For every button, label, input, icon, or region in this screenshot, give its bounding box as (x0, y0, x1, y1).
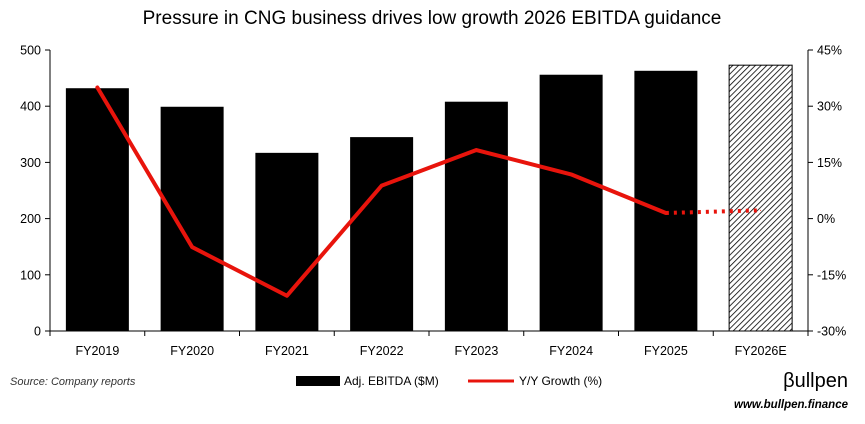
right-tick-label: 30% (817, 100, 842, 114)
right-tick-label: 45% (817, 44, 842, 58)
growth-point (191, 246, 193, 248)
growth-point (760, 209, 762, 211)
bar (728, 64, 793, 332)
growth-point (381, 185, 383, 187)
x-tick-label: FY2023 (454, 344, 498, 358)
bar (444, 101, 508, 331)
x-tick-label: FY2022 (360, 344, 404, 358)
brand-logo: βullpen (783, 370, 848, 392)
right-tick-label: -15% (817, 268, 846, 282)
left-tick-label: 100 (20, 268, 41, 282)
growth-point (96, 86, 98, 88)
bar (539, 74, 603, 331)
legend-label-ebitda: Adj. EBITDA ($M) (344, 374, 439, 388)
left-tick-label: 400 (20, 100, 41, 114)
chart-title: Pressure in CNG business drives low grow… (143, 8, 722, 29)
left-tick-label: 300 (20, 156, 41, 170)
x-tick-label: FY2025 (644, 344, 688, 358)
growth-line-series (95, 85, 762, 298)
source-note: Source: Company reports (10, 376, 136, 388)
left-axis-ticks: 0 100 200 300 400 500 (20, 44, 50, 339)
legend-label-growth: Y/Y Growth (%) (519, 374, 602, 388)
x-tick-label: FY2019 (75, 344, 119, 358)
right-axis-ticks: -30% -15% 0% 15% 30% 45% (808, 44, 846, 339)
right-tick-label: 15% (817, 156, 842, 170)
legend-swatch-ebitda (296, 376, 340, 386)
growth-point (475, 149, 477, 151)
website-url: www.bullpen.finance (734, 399, 849, 411)
bar (160, 106, 224, 332)
bar (350, 137, 414, 331)
legend: Adj. EBITDA ($M) Y/Y Growth (%) (296, 374, 602, 388)
left-tick-label: 200 (20, 212, 41, 226)
x-tick-label: FY2020 (170, 344, 214, 358)
left-tick-label: 500 (20, 44, 41, 58)
x-tick-label: FY2024 (549, 344, 593, 358)
bar (65, 88, 129, 331)
right-tick-label: -30% (817, 325, 846, 339)
bar (255, 152, 319, 331)
growth-point (570, 173, 572, 175)
x-tick-label: FY2026E (735, 344, 787, 358)
x-tick-label: FY2021 (265, 344, 309, 358)
growth-point (286, 295, 288, 297)
bar-series (65, 64, 793, 332)
bar (634, 70, 698, 331)
left-tick-label: 0 (34, 325, 41, 339)
category-labels: FY2019 FY2020 FY2021 FY2022 FY2023 FY2024 FY20… (49, 331, 809, 358)
right-tick-label: 0% (817, 212, 835, 226)
growth-point (665, 212, 667, 214)
